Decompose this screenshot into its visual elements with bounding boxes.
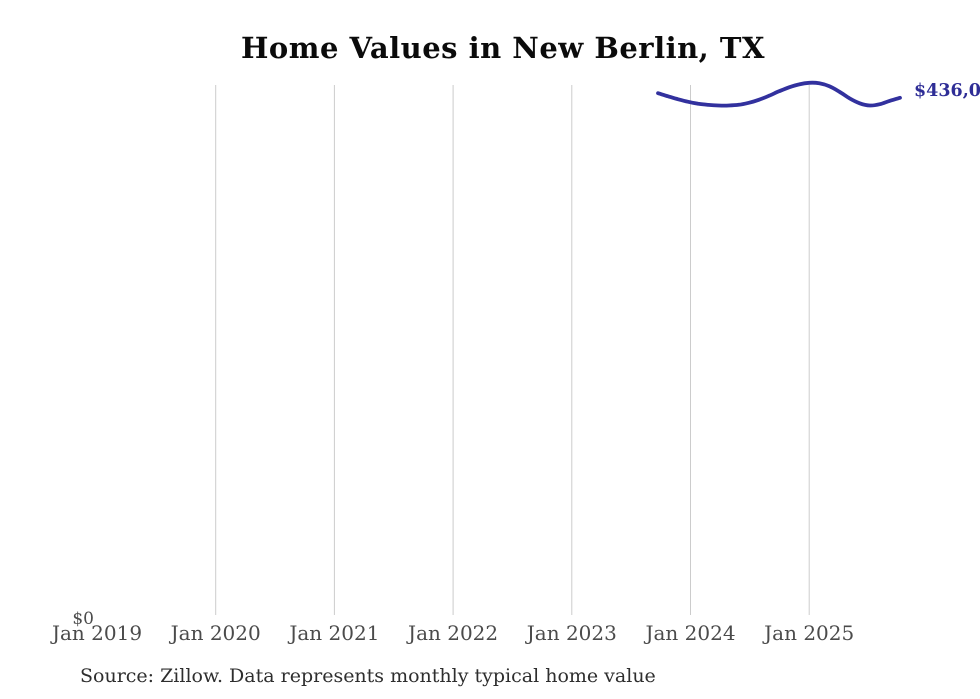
x-axis-tick-label: Jan 2020 [170, 621, 261, 645]
x-axis-tick-label: Jan 2021 [289, 621, 380, 645]
chart-title: Home Values in New Berlin, TX [241, 31, 765, 65]
x-axis-tick-label: Jan 2019 [51, 621, 143, 645]
x-axis-tick-label: Jan 2023 [526, 621, 617, 645]
source-note: Source: Zillow. Data represents monthly … [80, 665, 656, 687]
series-end-value-label: $436,070 [914, 81, 980, 101]
x-axis-tick-label: Jan 2022 [408, 621, 499, 645]
x-axis-tick-label: Jan 2025 [764, 621, 855, 645]
x-axis-tick-label: Jan 2024 [645, 621, 736, 645]
vertical-gridlines [215, 85, 810, 615]
y-axis-zero-label: $0 [72, 609, 94, 629]
home-value-line-series [656, 80, 902, 108]
